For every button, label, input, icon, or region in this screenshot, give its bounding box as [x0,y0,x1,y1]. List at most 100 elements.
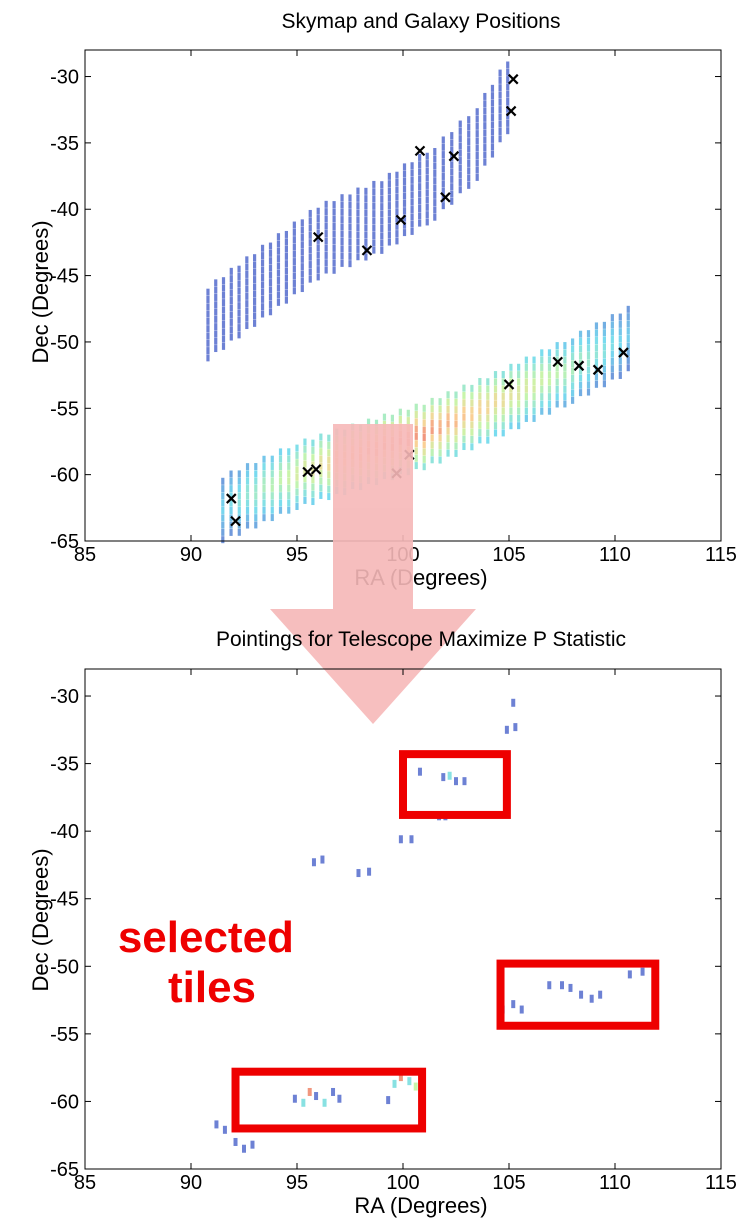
skymap-tile [578,367,583,375]
skymap-tile [414,440,418,448]
skymap-tile [438,441,442,449]
skymap-tile [316,229,320,237]
skymap-tile [221,342,226,350]
skymap-tile [478,377,482,385]
galaxy-marker [226,493,237,504]
skymap-tile [438,456,442,464]
skymap-tile [547,371,552,379]
skymap-tile [410,198,414,206]
skymap-tile [390,414,394,422]
skymap-tile [319,462,323,470]
skymap-tile [395,208,399,216]
skymap-tile [532,407,536,415]
skymap-tile [270,499,274,507]
skymap-tile [229,528,233,536]
skymap-tile [509,407,513,415]
pointing-tile [447,771,452,780]
y-tick-label: -55 [50,1024,79,1046]
skymap-tile [395,186,399,194]
skymap-tile [300,226,304,234]
pointing-tile [417,767,422,776]
skymap-tile [450,183,454,191]
galaxy-marker [230,515,241,527]
skymap-tile [395,200,399,208]
skymap-tile [206,303,210,311]
skymap-tile [486,378,490,386]
skymap-tile [418,205,422,213]
skymap-tile [506,76,510,84]
skymap-tile [594,344,599,352]
skymap-tile [260,252,265,260]
skymap-tile [348,216,352,224]
skymap-tile [483,129,487,137]
skymap-tile [316,273,320,281]
pointings-chart-ylabel: Dec (Degrees) [28,848,53,991]
skymap-tile [438,449,442,457]
skymap-tile [284,267,288,275]
y-tick-label: -45 [50,266,79,288]
skymap-tile [237,302,241,310]
skymap-tile [221,514,225,522]
skymap-tile [237,331,241,339]
skymap-tile [303,467,307,475]
skymap-tile [602,321,606,329]
skymap-tile [406,417,410,425]
skymap-tile [340,230,344,238]
skymap-tile [245,485,250,493]
skymap-tile [327,493,331,501]
skymap-tile [441,136,445,144]
skymap-tile [483,122,487,130]
skymap-tile [245,506,250,514]
skymap-tile [425,152,429,160]
skymap-tile [540,378,544,386]
skymap-tile [327,441,331,449]
skymap-tile [270,477,274,485]
skymap-tile [602,336,606,344]
skymap-tile [245,314,249,322]
skymap-tile [418,153,422,161]
skymap-tile [287,492,291,500]
skymap-tile [327,463,331,471]
skymap-tile [498,76,502,84]
skymap-tile [270,462,274,470]
skymap-tile [478,385,482,393]
skymap-tile [498,84,502,92]
skymap-tile [262,499,266,507]
skymap-tile [229,492,233,500]
skymap-tile [430,397,434,405]
skymap-tile [410,213,414,221]
skymap-tile [316,207,320,215]
skymap-tile [446,405,450,413]
skymap-tile [221,536,225,544]
skymap-tile [270,455,274,463]
skymap-tile [260,281,265,289]
skymap-tile [462,406,466,414]
skymap-tile [467,167,471,175]
highlight-box [231,1067,427,1133]
skymap-tile [462,421,466,429]
skymap-tile [387,172,391,180]
skymap-tile [276,298,281,306]
skymap-tile [626,364,630,372]
skymap-tile [422,448,426,456]
skymap-tile [462,443,466,451]
skymap-tile [430,419,434,427]
skymap-tile [319,440,323,448]
skymap-tile [493,400,498,408]
skymap-tile [586,388,591,396]
skymap-tile [532,400,536,408]
skymap-tile [364,187,368,195]
skymap-tile [348,252,352,260]
x-tick-label: 90 [180,544,202,566]
skymap-tile [268,271,273,279]
skymap-tile [276,240,281,248]
skymap-tile [303,475,307,483]
skymap-tile [478,414,482,422]
skymap-tile [260,266,265,274]
skymap-tile [610,328,614,336]
skymap-tile [410,220,414,228]
skymap-tile [229,470,233,478]
skymap-tile [501,371,505,379]
skymap-tile [478,436,482,444]
